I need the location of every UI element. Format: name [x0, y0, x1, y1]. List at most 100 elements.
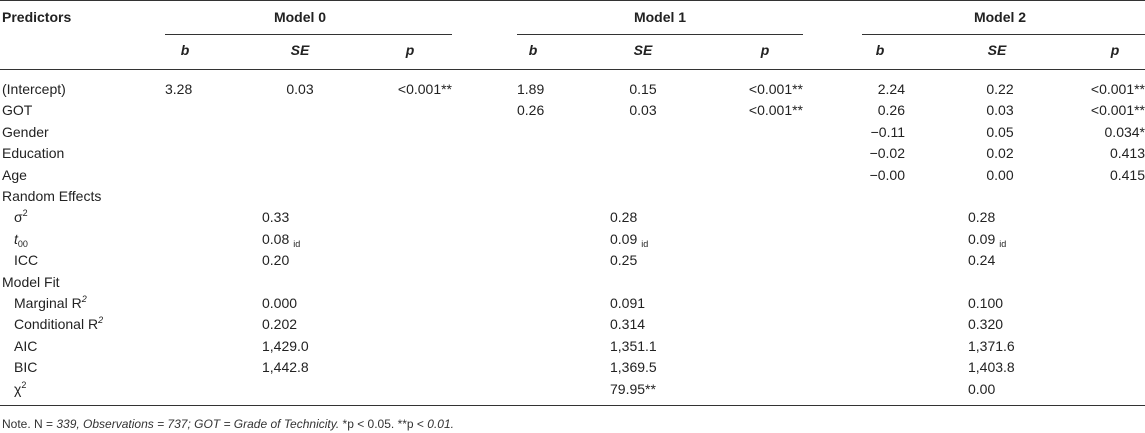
cell-se-value: 0.20: [262, 252, 290, 269]
cell-se-value: 0.03: [986, 102, 1014, 119]
row-label-superscript: 2: [21, 379, 27, 390]
cell-b-model-2: −0.11: [870, 123, 905, 140]
cell-se-model-1: 0.03: [629, 102, 656, 118]
row-label-text: Model Fit: [2, 273, 60, 290]
cell-se-model-2: 1,403.8: [968, 359, 1015, 375]
header-col-se-model-2: SE: [987, 42, 1007, 58]
header-model-2: Model 2: [973, 9, 1027, 25]
model-header-rule: [517, 34, 803, 35]
cell-se-value: 0.02: [986, 145, 1014, 162]
cell-se-model-0: 0.33: [262, 209, 289, 225]
cell-se-value: 1,403.8: [968, 359, 1015, 376]
cell-se-model-2: 0.22: [986, 81, 1013, 97]
cell-se-value: 0.00: [968, 380, 996, 397]
model-header-rule: [862, 34, 1145, 35]
cell-p-model-2: 0.415: [1109, 166, 1145, 183]
cell-se-model-2: 0.00: [986, 167, 1013, 183]
header-col-se-model-0: SE: [290, 42, 310, 58]
cell-se-model-1: 0.314: [610, 316, 645, 332]
header-model-0: Model 0: [273, 9, 327, 25]
cell-b-model-1: 0.26: [517, 102, 545, 119]
header-predictors: Predictors: [2, 9, 72, 25]
note-italic-1: 339, Observations = 737; GOT = Grade of …: [56, 417, 340, 431]
row-label: (Intercept): [2, 81, 66, 97]
row-label-superscript: 2: [81, 294, 87, 304]
table-bottom-border: [0, 405, 1145, 406]
cell-se-value: 0.091: [610, 295, 646, 311]
cell-se-model-2: 1,371.6: [968, 338, 1015, 354]
cell-se-value: 0.202: [262, 316, 298, 333]
row-label-text: ICC: [14, 252, 39, 269]
cell-se-value: 0.100: [968, 295, 1004, 311]
header-col-p-model-1: p: [760, 42, 770, 58]
cell-se-model-1: 79.95**: [610, 381, 656, 397]
cell-se-value: 0.03: [629, 102, 657, 119]
cell-se-value: 0.03: [286, 81, 314, 97]
cell-se-value: 0.000: [262, 295, 298, 311]
cell-se-model-0: 1,429.0: [262, 338, 309, 354]
cell-se-value: 0.314: [610, 316, 646, 333]
cell-se-model-1: 0.09 id: [610, 231, 648, 249]
cell-p-model-1: <0.001**: [748, 102, 803, 119]
cell-se-value: 0.15: [629, 81, 657, 97]
row-label-text: (Intercept): [2, 81, 66, 97]
cell-b-model-1: 1.89: [517, 81, 545, 97]
header-col-b-model-1: b: [528, 42, 538, 58]
header-col-p-model-2: p: [1110, 42, 1120, 58]
cell-p-model-2: 0.413: [1109, 145, 1145, 162]
row-label: Gender: [2, 124, 49, 140]
cell-se-model-0: 0.03: [286, 81, 313, 97]
cell-se-value: 0.320: [968, 316, 1004, 333]
row-label: BIC: [14, 359, 37, 375]
cell-se-model-2: 0.05: [986, 124, 1013, 140]
row-label-superscript: 2: [22, 208, 28, 219]
cell-se-model-0: 0.08 id: [262, 230, 301, 249]
cell-se-value: 0.24: [968, 252, 996, 269]
cell-se-value: 0.22: [986, 81, 1014, 97]
row-label-text: Age: [2, 166, 27, 183]
cell-se-value: 0.28: [968, 209, 996, 226]
cell-se-value: 1,371.6: [968, 337, 1015, 354]
cell-p-model-2: <0.001**: [1090, 102, 1145, 119]
cell-se-value: 1,442.8: [262, 359, 309, 376]
header-model-1: Model 1: [633, 9, 687, 25]
table-note: Note. N = 339, Observations = 737; GOT =…: [2, 417, 454, 431]
cell-se-model-1: 0.25: [610, 252, 637, 268]
cell-se-value: 0.28: [610, 209, 638, 226]
row-label-text: GOT: [2, 102, 33, 119]
cell-se-value: 0.25: [610, 252, 638, 269]
cell-se-value: 1,351.1: [610, 337, 657, 354]
cell-se-model-2: 0.02: [986, 145, 1013, 161]
cell-se-value: 0.08: [262, 230, 290, 247]
row-label-text: Marginal R: [14, 295, 82, 311]
row-label-text: χ: [14, 380, 22, 397]
cell-b-model-0: 3.28: [165, 81, 193, 97]
note-italic-2: 0.01.: [427, 417, 454, 431]
cell-se-value: 0.33: [262, 209, 290, 226]
cell-se-subscript: id: [999, 238, 1007, 249]
cell-se-subscript: id: [293, 238, 301, 249]
cell-se-model-2: 0.00: [968, 381, 995, 397]
cell-se-model-2: 0.320: [968, 316, 1003, 332]
cell-se-model-1: 0.091: [610, 295, 645, 311]
cell-p-model-1: <0.001**: [748, 81, 803, 97]
cell-p-model-2: <0.001**: [1090, 81, 1145, 97]
row-label: Model Fit: [2, 274, 60, 290]
cell-b-model-2: 0.26: [877, 102, 905, 119]
cell-p-model-2: 0.034*: [1104, 123, 1145, 140]
cell-se-model-1: 0.28: [610, 209, 637, 225]
row-label-superscript: 2: [98, 315, 104, 326]
cell-b-model-2: −0.00: [869, 166, 905, 183]
cell-se-value: 0.05: [986, 123, 1014, 140]
row-label: AIC: [14, 338, 37, 354]
row-label: Age: [2, 167, 27, 183]
row-label: Conditional R2: [14, 315, 104, 333]
model-header-rule: [165, 34, 452, 35]
row-label: Random Effects: [2, 188, 101, 204]
cell-se-value: 0.00: [986, 166, 1014, 183]
row-label: t00: [14, 231, 28, 249]
row-label: χ2: [14, 379, 27, 397]
row-label-text: Gender: [2, 123, 49, 140]
cell-se-model-0: 1,442.8: [262, 359, 309, 375]
row-label: Marginal R2: [14, 294, 87, 312]
